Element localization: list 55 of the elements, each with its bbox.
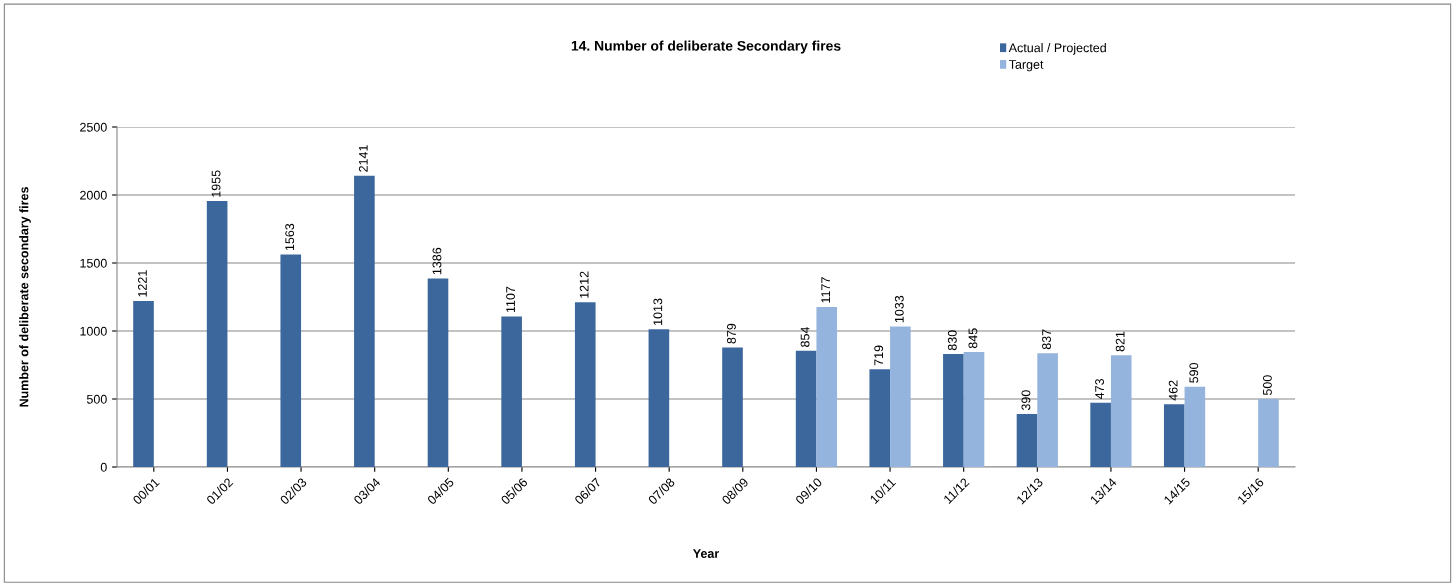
- bar: [1016, 413, 1038, 467]
- bar: [427, 278, 449, 467]
- bar: [943, 354, 964, 467]
- data-label: 830: [947, 330, 957, 351]
- bar: [354, 175, 375, 467]
- data-label: 879: [727, 323, 736, 344]
- bar: [963, 352, 985, 467]
- chart-title: 14. Number of deliberate Secondary fires: [571, 40, 841, 54]
- data-label: 500: [1263, 375, 1272, 396]
- y-axis-title: Number of deliberate secondary fires: [19, 187, 31, 407]
- bar: [1037, 353, 1058, 467]
- data-label: 845: [968, 328, 978, 349]
- bar: [890, 326, 911, 467]
- bar: [722, 347, 743, 467]
- y-tick-label: 2500: [80, 122, 107, 132]
- data-label: 1177: [821, 277, 830, 303]
- data-label: 390: [1021, 390, 1031, 411]
- data-label: 1221: [138, 270, 147, 297]
- bar: [1163, 404, 1185, 467]
- legend-label: Actual / Projected: [1008, 43, 1106, 55]
- data-label: 1107: [506, 286, 515, 313]
- data-label: 590: [1189, 362, 1199, 383]
- y-tick-label: 2000: [80, 190, 107, 200]
- data-label: 473: [1095, 378, 1104, 399]
- data-label: 1013: [653, 298, 663, 325]
- y-tick-label: 1000: [80, 326, 107, 336]
- bar: [1184, 386, 1206, 467]
- data-label: 821: [1115, 331, 1125, 352]
- data-label: 837: [1042, 329, 1051, 350]
- data-label: 462: [1168, 380, 1178, 401]
- data-label: 854: [800, 326, 810, 347]
- legend-label: Target: [1009, 60, 1044, 72]
- bar: [648, 329, 670, 467]
- data-label: 1563: [285, 223, 295, 251]
- bar: [280, 254, 302, 467]
- y-tick-label: 0: [100, 462, 107, 472]
- bar: [206, 201, 228, 467]
- data-label: 1033: [894, 295, 904, 323]
- data-label: 1212: [579, 271, 589, 298]
- bar: [795, 350, 817, 467]
- bar: [1258, 399, 1279, 467]
- bar: [1090, 402, 1111, 467]
- bar: [816, 306, 838, 467]
- bar: [133, 300, 154, 467]
- bar: [869, 369, 891, 467]
- bar: [501, 316, 522, 467]
- data-label: 719: [874, 345, 884, 366]
- y-tick-label: 500: [86, 394, 107, 404]
- y-tick-label: 1500: [80, 258, 107, 268]
- data-label: 1386: [432, 247, 442, 275]
- bar: [1110, 355, 1132, 467]
- data-label: 2141: [358, 145, 368, 172]
- data-label: 1955: [211, 170, 221, 197]
- bar: [574, 302, 596, 467]
- x-axis-title: Year: [693, 549, 720, 558]
